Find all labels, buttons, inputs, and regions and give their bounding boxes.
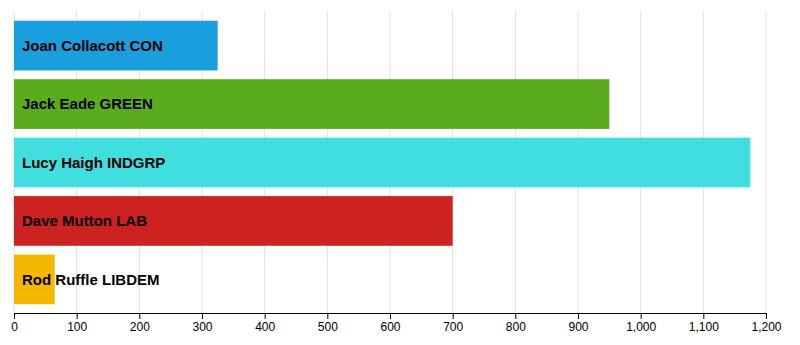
x-tick-mark xyxy=(14,313,15,319)
x-tick: 1,000 xyxy=(626,313,656,334)
x-tick-mark xyxy=(515,313,516,319)
x-tick: 100 xyxy=(67,313,87,334)
bar xyxy=(14,196,453,246)
x-tick: 600 xyxy=(380,313,400,334)
x-tick: 0 xyxy=(11,313,18,334)
x-tick: 800 xyxy=(506,313,526,334)
x-tick-label: 700 xyxy=(443,320,463,334)
x-tick: 700 xyxy=(443,313,463,334)
x-tick-mark xyxy=(390,313,391,319)
bar-label: Rod Ruffle LIBDEM xyxy=(22,271,159,288)
x-tick-mark xyxy=(453,313,454,319)
x-tick-label: 400 xyxy=(255,320,275,334)
plot: 0 100 200 300 400 500 600 700 800 900 1,000 1,100 1,… xyxy=(11,12,782,334)
x-tick: 400 xyxy=(255,313,275,334)
x-tick: 900 xyxy=(568,313,588,334)
x-tick: 300 xyxy=(192,313,212,334)
x-tick-label: 800 xyxy=(506,320,526,334)
x-tick-mark xyxy=(202,313,203,319)
x-tick-label: 300 xyxy=(192,320,212,334)
x-tick-mark xyxy=(327,313,328,319)
x-tick-mark xyxy=(139,313,140,319)
x-tick-mark xyxy=(265,313,266,319)
bar-label: Joan Collacott CON xyxy=(22,37,163,54)
x-tick-label: 500 xyxy=(318,320,338,334)
x-tick-mark xyxy=(766,313,767,319)
grid-line xyxy=(766,12,767,313)
x-axis: 0 100 200 300 400 500 600 700 800 900 1,000 1,100 1,… xyxy=(11,313,782,334)
x-tick-label: 600 xyxy=(380,320,400,334)
x-tick-mark xyxy=(641,313,642,319)
bar xyxy=(14,79,609,129)
bars xyxy=(14,21,750,304)
grid xyxy=(14,12,766,313)
x-axis-line xyxy=(15,314,767,320)
x-tick-label: 0 xyxy=(11,320,18,334)
bar-labels: Joan Collacott CON Jack Eade GREEN Lucy Ha… xyxy=(22,37,165,288)
bar xyxy=(14,138,750,188)
x-tick-label: 1,000 xyxy=(626,320,656,334)
x-tick-label: 100 xyxy=(67,320,87,334)
bar-label: Jack Eade GREEN xyxy=(22,95,153,112)
bar-label: Lucy Haigh INDGRP xyxy=(22,154,165,171)
bar xyxy=(14,21,218,71)
x-tick: 1,200 xyxy=(751,313,781,334)
x-tick-label: 1,100 xyxy=(689,320,719,334)
x-tick-label: 900 xyxy=(568,320,588,334)
x-tick: 500 xyxy=(318,313,338,334)
x-tick-label: 200 xyxy=(130,320,150,334)
x-tick-mark xyxy=(578,313,579,319)
x-tick: 1,100 xyxy=(689,313,719,334)
x-tick-mark xyxy=(77,313,78,319)
chart: 0 100 200 300 400 500 600 700 800 900 1,000 1,100 1,… xyxy=(0,0,800,345)
x-tick-label: 1,200 xyxy=(751,320,781,334)
x-tick-mark xyxy=(703,313,704,319)
x-tick: 200 xyxy=(130,313,150,334)
bar-label: Dave Mutton LAB xyxy=(22,212,147,229)
